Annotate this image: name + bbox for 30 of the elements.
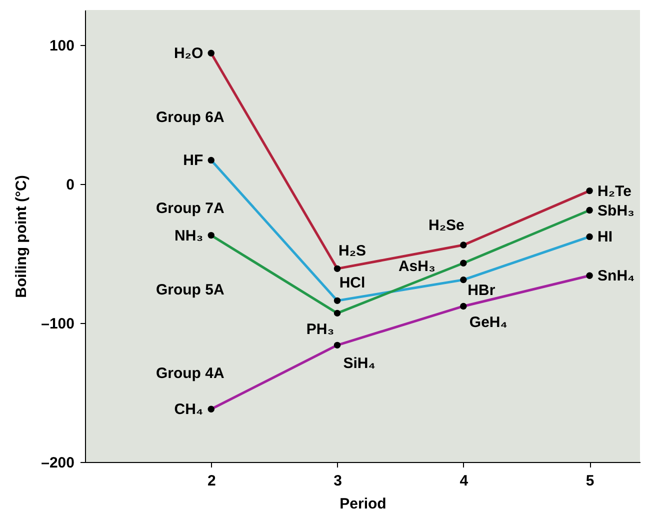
- annotation: GeH₄: [469, 314, 508, 332]
- x-tick-label: 3: [334, 472, 342, 490]
- text: Group 5A: [156, 281, 224, 298]
- y-axis-title: Boiling point (°C): [13, 175, 30, 298]
- x-tick-label: 2: [207, 472, 216, 490]
- annotation: H₂Se: [428, 217, 464, 234]
- annotation: SnH₄: [598, 268, 635, 285]
- y-tick-label: 100: [49, 37, 74, 54]
- series-label: Group 7A: [156, 200, 224, 218]
- series-label: Group 4A: [156, 365, 224, 382]
- series-label: Group 6A: [156, 109, 224, 126]
- annotation: H₂Te: [598, 182, 632, 200]
- annotation: HF: [183, 152, 204, 170]
- x-axis-title: Period: [340, 496, 386, 512]
- x-tick-label: 4: [460, 472, 469, 490]
- y-tick-label: 0: [66, 176, 74, 194]
- y-tick-label: –100: [41, 315, 74, 332]
- annotation: SbH₃: [598, 202, 635, 220]
- annotation: HBr: [468, 282, 496, 299]
- annotation: SiH₄: [343, 355, 376, 372]
- annotation: H₂S: [338, 242, 366, 260]
- annotation: PH₃: [306, 321, 334, 338]
- annotation: NH₃: [174, 227, 204, 244]
- y-tick-label: –200: [41, 454, 74, 472]
- annotation: H₂O: [174, 45, 204, 62]
- annotation: HCl: [339, 274, 366, 292]
- annotation: AsH₃: [398, 258, 436, 276]
- x-tick-label: 5: [586, 472, 594, 490]
- annotation: HI: [598, 228, 613, 246]
- annotation: CH₄: [174, 401, 204, 418]
